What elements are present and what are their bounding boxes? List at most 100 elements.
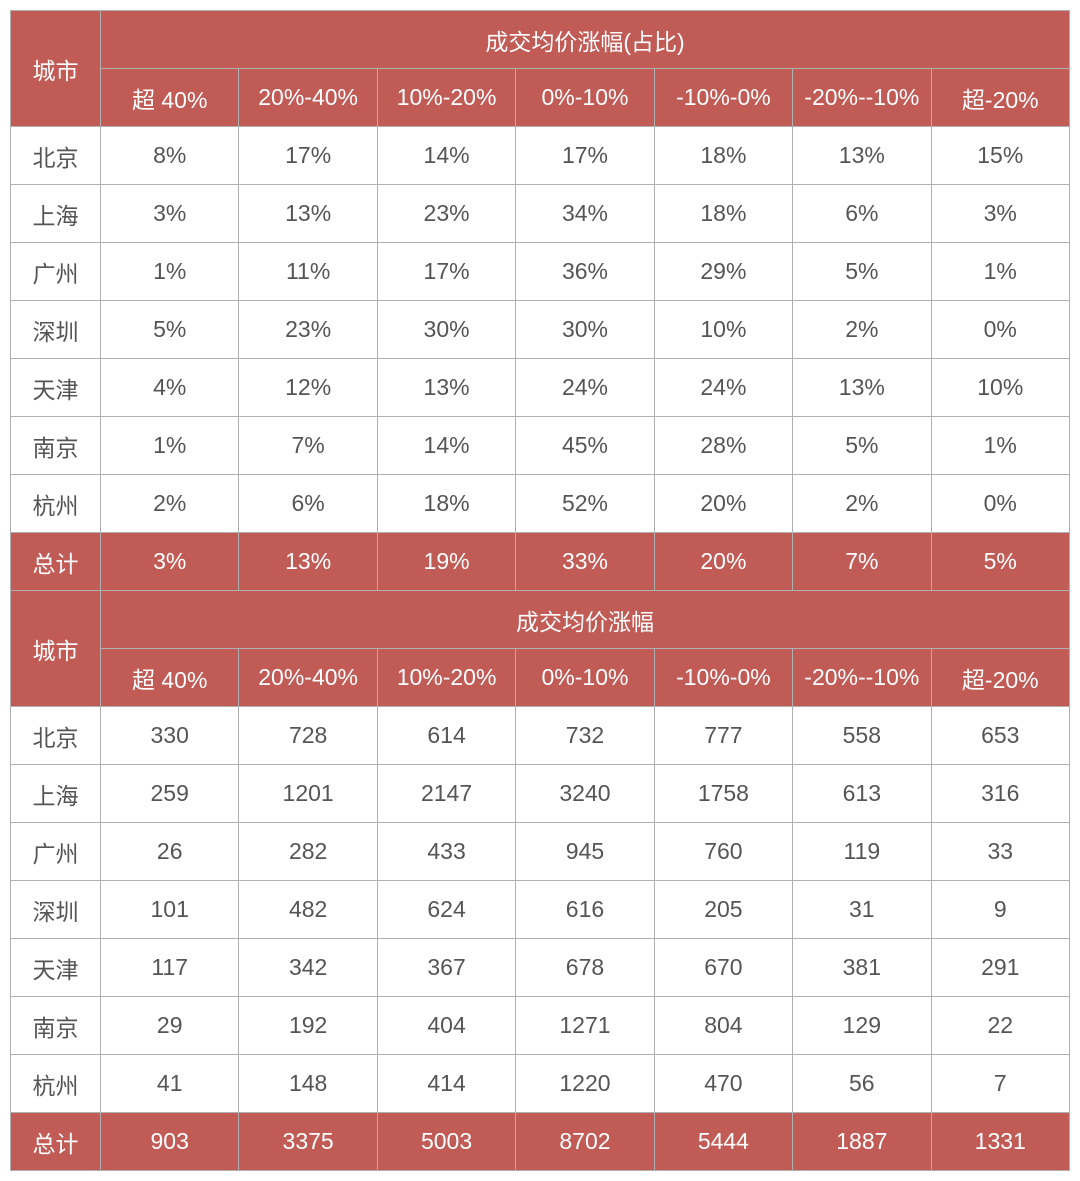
data-cell: 13% bbox=[793, 359, 931, 417]
row-label: 深圳 bbox=[11, 881, 101, 939]
data-cell: 367 bbox=[377, 939, 515, 997]
column-header: 10%-20% bbox=[377, 69, 515, 127]
total-cell: 5003 bbox=[377, 1113, 515, 1171]
data-cell: 17% bbox=[377, 243, 515, 301]
total-cell: 5444 bbox=[654, 1113, 792, 1171]
data-cell: 282 bbox=[239, 823, 377, 881]
column-header: 20%-40% bbox=[239, 649, 377, 707]
data-cell: 56 bbox=[793, 1055, 931, 1113]
row-label: 上海 bbox=[11, 765, 101, 823]
column-header: -20%--10% bbox=[793, 69, 931, 127]
data-cell: 12% bbox=[239, 359, 377, 417]
data-cell: 10% bbox=[654, 301, 792, 359]
data-cell: 8% bbox=[101, 127, 239, 185]
data-cell: 17% bbox=[516, 127, 654, 185]
row-label: 南京 bbox=[11, 417, 101, 475]
total-cell: 7% bbox=[793, 533, 931, 591]
column-header: 超 40% bbox=[101, 69, 239, 127]
data-cell: 129 bbox=[793, 997, 931, 1055]
total-cell: 13% bbox=[239, 533, 377, 591]
data-cell: 13% bbox=[239, 185, 377, 243]
data-cell: 1758 bbox=[654, 765, 792, 823]
data-cell: 15% bbox=[931, 127, 1069, 185]
data-cell: 29% bbox=[654, 243, 792, 301]
table-row: 南京1%7%14%45%28%5%1% bbox=[11, 417, 1070, 475]
data-cell: 11% bbox=[239, 243, 377, 301]
total-row: 总计3%13%19%33%20%7%5% bbox=[11, 533, 1070, 591]
data-cell: 316 bbox=[931, 765, 1069, 823]
data-cell: 36% bbox=[516, 243, 654, 301]
row-label: 天津 bbox=[11, 939, 101, 997]
row-label: 南京 bbox=[11, 997, 101, 1055]
data-cell: 30% bbox=[516, 301, 654, 359]
data-cell: 24% bbox=[516, 359, 654, 417]
data-cell: 45% bbox=[516, 417, 654, 475]
data-cell: 2% bbox=[101, 475, 239, 533]
data-cell: 41 bbox=[101, 1055, 239, 1113]
corner-header: 城市 bbox=[11, 591, 101, 707]
data-cell: 1271 bbox=[516, 997, 654, 1055]
span-header: 成交均价涨幅 bbox=[101, 591, 1070, 649]
total-cell: 1887 bbox=[793, 1113, 931, 1171]
total-cell: 20% bbox=[654, 533, 792, 591]
data-cell: 13% bbox=[377, 359, 515, 417]
total-label: 总计 bbox=[11, 533, 101, 591]
data-cell: 34% bbox=[516, 185, 654, 243]
column-header: 10%-20% bbox=[377, 649, 515, 707]
table-row: 北京8%17%14%17%18%13%15% bbox=[11, 127, 1070, 185]
row-label: 杭州 bbox=[11, 475, 101, 533]
row-label: 天津 bbox=[11, 359, 101, 417]
data-cell: 26 bbox=[101, 823, 239, 881]
data-cell: 760 bbox=[654, 823, 792, 881]
data-cell: 1% bbox=[101, 243, 239, 301]
data-cell: 777 bbox=[654, 707, 792, 765]
data-cell: 558 bbox=[793, 707, 931, 765]
data-cell: 2% bbox=[793, 475, 931, 533]
data-cell: 404 bbox=[377, 997, 515, 1055]
data-cell: 101 bbox=[101, 881, 239, 939]
data-cell: 678 bbox=[516, 939, 654, 997]
data-cell: 17% bbox=[239, 127, 377, 185]
data-cell: 4% bbox=[101, 359, 239, 417]
data-cell: 5% bbox=[101, 301, 239, 359]
data-cell: 945 bbox=[516, 823, 654, 881]
data-cell: 33 bbox=[931, 823, 1069, 881]
table-row: 杭州2%6%18%52%20%2%0% bbox=[11, 475, 1070, 533]
data-cell: 624 bbox=[377, 881, 515, 939]
data-cell: 10% bbox=[931, 359, 1069, 417]
data-cell: 732 bbox=[516, 707, 654, 765]
total-cell: 8702 bbox=[516, 1113, 654, 1171]
data-cell: 5% bbox=[793, 417, 931, 475]
table-row: 广州2628243394576011933 bbox=[11, 823, 1070, 881]
data-cell: 613 bbox=[793, 765, 931, 823]
span-header: 成交均价涨幅(占比) bbox=[101, 11, 1070, 69]
data-cell: 22 bbox=[931, 997, 1069, 1055]
column-header: 超-20% bbox=[931, 69, 1069, 127]
data-cell: 259 bbox=[101, 765, 239, 823]
data-cell: 13% bbox=[793, 127, 931, 185]
table-row: 杭州411484141220470567 bbox=[11, 1055, 1070, 1113]
data-cell: 728 bbox=[239, 707, 377, 765]
data-cell: 433 bbox=[377, 823, 515, 881]
table-row: 天津4%12%13%24%24%13%10% bbox=[11, 359, 1070, 417]
row-label: 深圳 bbox=[11, 301, 101, 359]
data-cell: 18% bbox=[654, 185, 792, 243]
data-cell: 342 bbox=[239, 939, 377, 997]
data-cell: 119 bbox=[793, 823, 931, 881]
data-cell: 616 bbox=[516, 881, 654, 939]
data-cell: 117 bbox=[101, 939, 239, 997]
data-cell: 52% bbox=[516, 475, 654, 533]
total-cell: 903 bbox=[101, 1113, 239, 1171]
data-cell: 804 bbox=[654, 997, 792, 1055]
data-cell: 1220 bbox=[516, 1055, 654, 1113]
table-row: 上海3%13%23%34%18%6%3% bbox=[11, 185, 1070, 243]
total-cell: 3% bbox=[101, 533, 239, 591]
row-label: 广州 bbox=[11, 823, 101, 881]
column-header: 超 40% bbox=[101, 649, 239, 707]
data-cell: 23% bbox=[239, 301, 377, 359]
column-header: 20%-40% bbox=[239, 69, 377, 127]
data-cell: 291 bbox=[931, 939, 1069, 997]
data-cell: 18% bbox=[377, 475, 515, 533]
table-row: 南京29192404127180412922 bbox=[11, 997, 1070, 1055]
table-row: 深圳5%23%30%30%10%2%0% bbox=[11, 301, 1070, 359]
